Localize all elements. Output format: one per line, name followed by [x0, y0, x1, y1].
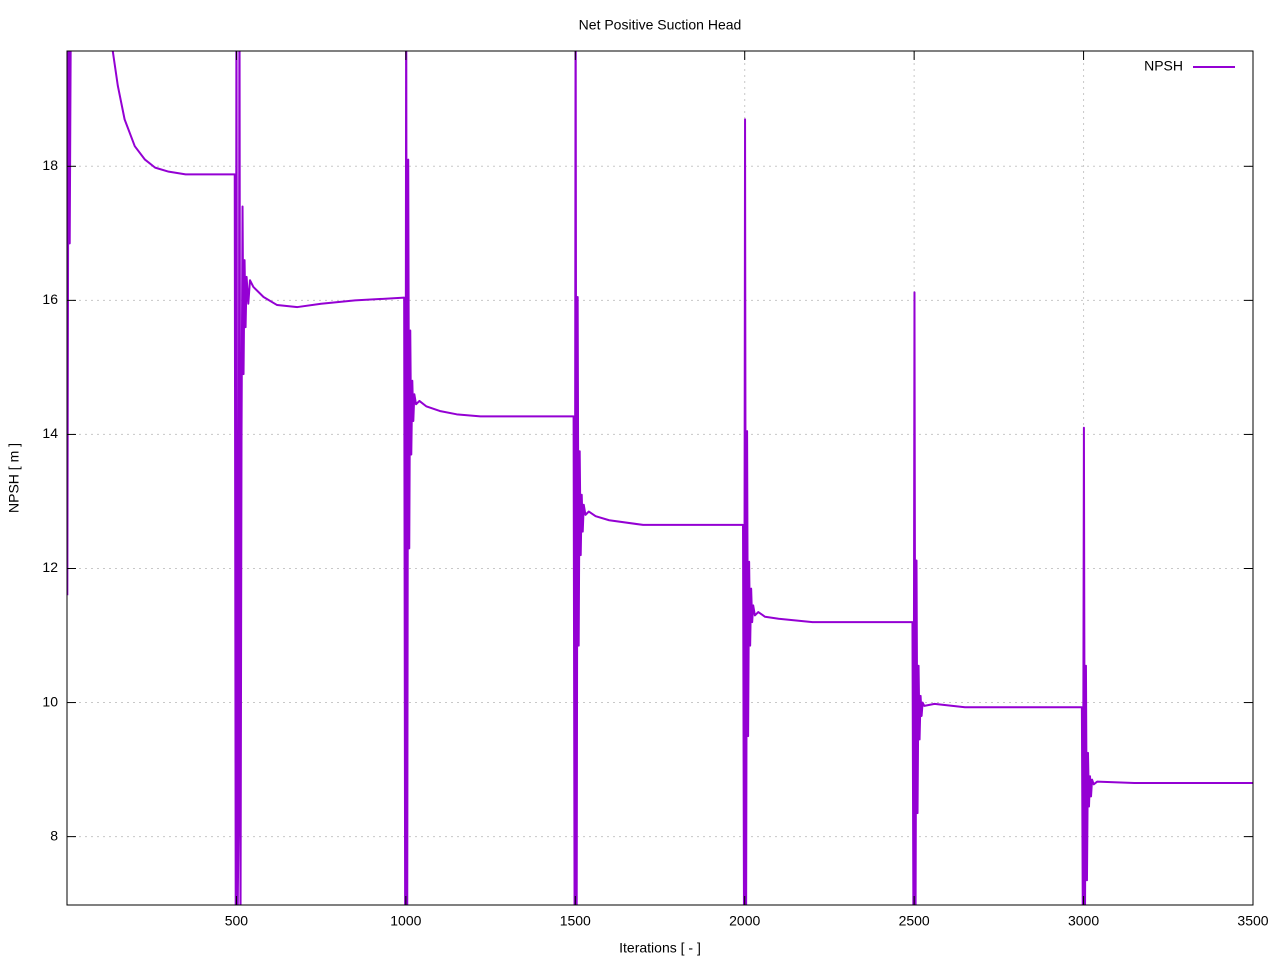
y-axis-label: NPSH [ m ] — [6, 443, 22, 513]
y-tick-label: 18 — [42, 157, 58, 173]
x-tick-label: 3000 — [1068, 913, 1099, 929]
data-line — [67, 51, 1253, 905]
y-tick-label: 14 — [42, 425, 58, 441]
chart-title: Net Positive Suction Head — [579, 17, 742, 33]
plot-area — [67, 51, 1253, 905]
x-axis-label: Iterations [ - ] — [619, 940, 701, 956]
x-tick-label: 3500 — [1237, 913, 1268, 929]
legend-label: NPSH — [1144, 58, 1183, 74]
x-tick-label: 1000 — [390, 913, 421, 929]
legend: NPSH — [1144, 58, 1235, 74]
y-tick-label: 10 — [42, 693, 58, 709]
y-tick-label: 8 — [50, 827, 58, 843]
x-tick-label: 500 — [225, 913, 249, 929]
x-tick-label: 1500 — [560, 913, 591, 929]
y-tick-label: 12 — [42, 559, 58, 575]
y-tick-label: 16 — [42, 291, 58, 307]
x-tick-label: 2000 — [729, 913, 760, 929]
x-tick-label: 2500 — [899, 913, 930, 929]
plot-border — [66, 50, 1254, 906]
